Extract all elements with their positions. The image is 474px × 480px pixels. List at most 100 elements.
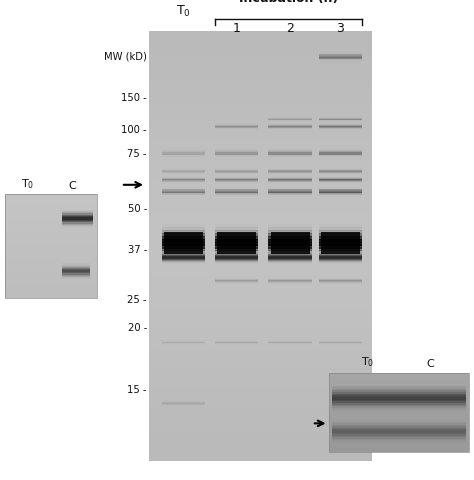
Bar (319, 187, 362, 188)
Bar (319, 126, 362, 127)
Bar (149, 124, 372, 128)
Bar (5, 254, 97, 256)
Bar (329, 434, 469, 436)
Bar (5, 246, 97, 249)
Bar (332, 439, 466, 440)
Bar (149, 311, 372, 314)
Bar (319, 168, 362, 169)
Bar (319, 340, 362, 341)
Bar (149, 425, 372, 429)
Bar (162, 149, 205, 150)
Bar (149, 321, 372, 325)
Bar (149, 71, 372, 74)
Bar (5, 292, 97, 295)
Bar (149, 357, 372, 360)
Bar (319, 191, 362, 192)
Bar (319, 124, 362, 125)
Bar (329, 436, 469, 439)
Bar (149, 235, 372, 239)
Bar (215, 123, 258, 124)
Bar (149, 206, 372, 210)
Bar (62, 270, 90, 271)
Bar (329, 402, 469, 405)
Bar (329, 375, 469, 378)
Bar (268, 180, 312, 181)
Bar (268, 127, 312, 128)
Bar (149, 378, 372, 382)
Bar (215, 179, 258, 180)
Bar (215, 193, 258, 194)
Bar (149, 346, 372, 350)
Bar (329, 415, 469, 418)
Bar (162, 253, 205, 255)
Bar (268, 253, 312, 255)
Bar (149, 232, 372, 235)
Bar (268, 181, 312, 182)
Bar (268, 177, 312, 178)
Bar (162, 179, 205, 180)
Bar (319, 280, 362, 281)
Bar (268, 230, 312, 234)
Bar (268, 152, 312, 153)
Bar (162, 227, 205, 231)
Bar (215, 258, 258, 260)
Bar (149, 42, 372, 46)
Bar (268, 172, 312, 173)
Bar (332, 406, 466, 408)
Bar (162, 173, 205, 174)
Bar (319, 171, 362, 172)
Bar (149, 414, 372, 418)
Bar (268, 126, 312, 127)
Text: T$_0$: T$_0$ (21, 177, 35, 191)
Bar (162, 236, 205, 240)
Bar (215, 189, 258, 190)
Bar (319, 279, 362, 280)
Bar (329, 447, 469, 449)
Bar (329, 410, 469, 412)
Bar (149, 167, 372, 171)
Bar (162, 192, 205, 193)
Bar (268, 152, 312, 153)
Bar (5, 243, 97, 246)
Bar (149, 203, 372, 206)
Bar (149, 336, 372, 339)
Bar (149, 314, 372, 318)
Bar (332, 400, 466, 401)
Bar (62, 218, 93, 220)
Bar (5, 225, 97, 228)
Bar (215, 171, 258, 172)
Bar (5, 202, 97, 204)
Bar (319, 236, 362, 240)
Bar (149, 404, 372, 407)
Bar (5, 275, 97, 277)
Text: 15 -: 15 - (128, 385, 147, 395)
Bar (268, 239, 312, 243)
Bar (149, 250, 372, 253)
Bar (149, 221, 372, 225)
Bar (329, 378, 469, 381)
Bar (149, 421, 372, 425)
Bar (268, 191, 312, 192)
Bar (149, 289, 372, 292)
Bar (332, 385, 466, 387)
Bar (149, 156, 372, 160)
Bar (5, 277, 97, 279)
Bar (162, 153, 205, 154)
Bar (268, 343, 312, 344)
Bar (268, 125, 312, 126)
Bar (149, 49, 372, 53)
Bar (215, 153, 258, 154)
Bar (332, 423, 466, 425)
Bar (5, 267, 97, 269)
Bar (268, 247, 312, 252)
Bar (268, 244, 312, 249)
Text: 1: 1 (233, 22, 241, 35)
Bar (162, 152, 205, 153)
Bar (268, 260, 312, 262)
Bar (215, 191, 258, 192)
Bar (268, 280, 312, 281)
Bar (149, 300, 372, 303)
Bar (268, 124, 312, 125)
Bar (149, 271, 372, 275)
Bar (215, 154, 258, 155)
